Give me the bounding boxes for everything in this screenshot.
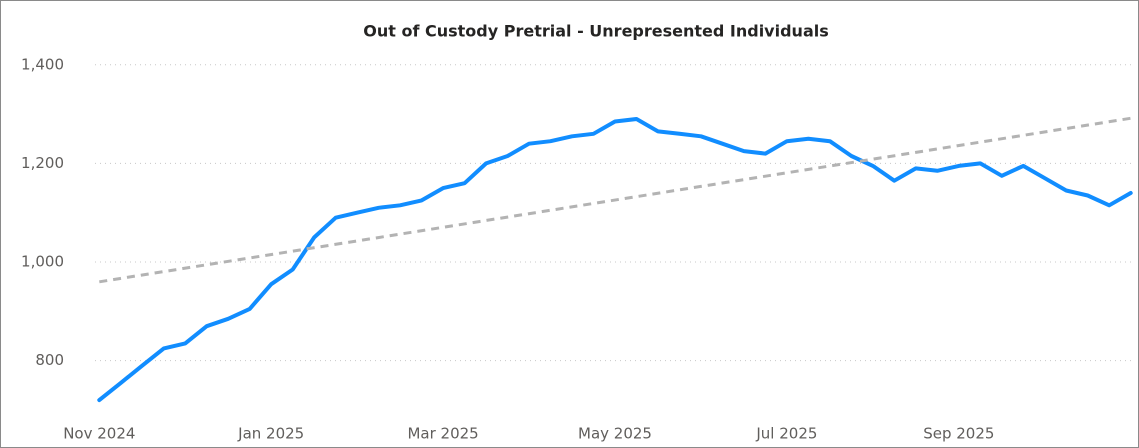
x-tick-label: Jul 2025 [755, 425, 817, 443]
x-tick-label: Jan 2025 [237, 425, 304, 443]
x-tick-label: Sep 2025 [923, 425, 994, 443]
y-tick-label: 800 [35, 351, 64, 369]
y-tick-label: 1,400 [21, 55, 64, 73]
x-tick-label: May 2025 [578, 425, 652, 443]
y-tick-label: 1,000 [21, 253, 64, 271]
y-tick-label: 1,200 [21, 154, 64, 172]
x-tick-label: Mar 2025 [407, 425, 478, 443]
trend-line [99, 116, 1136, 284]
data-line [97, 117, 1133, 403]
chart-title: Out of Custody Pretrial - Unrepresented … [363, 22, 829, 41]
x-tick-label: Nov 2024 [63, 425, 135, 443]
